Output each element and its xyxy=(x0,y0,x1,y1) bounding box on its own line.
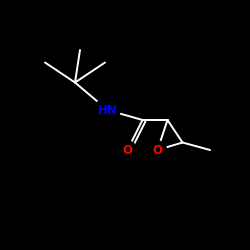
Text: HN: HN xyxy=(98,104,117,117)
Text: O: O xyxy=(152,144,162,156)
Circle shape xyxy=(118,141,136,159)
Circle shape xyxy=(148,141,166,159)
Text: O: O xyxy=(122,144,132,156)
Circle shape xyxy=(95,98,120,122)
